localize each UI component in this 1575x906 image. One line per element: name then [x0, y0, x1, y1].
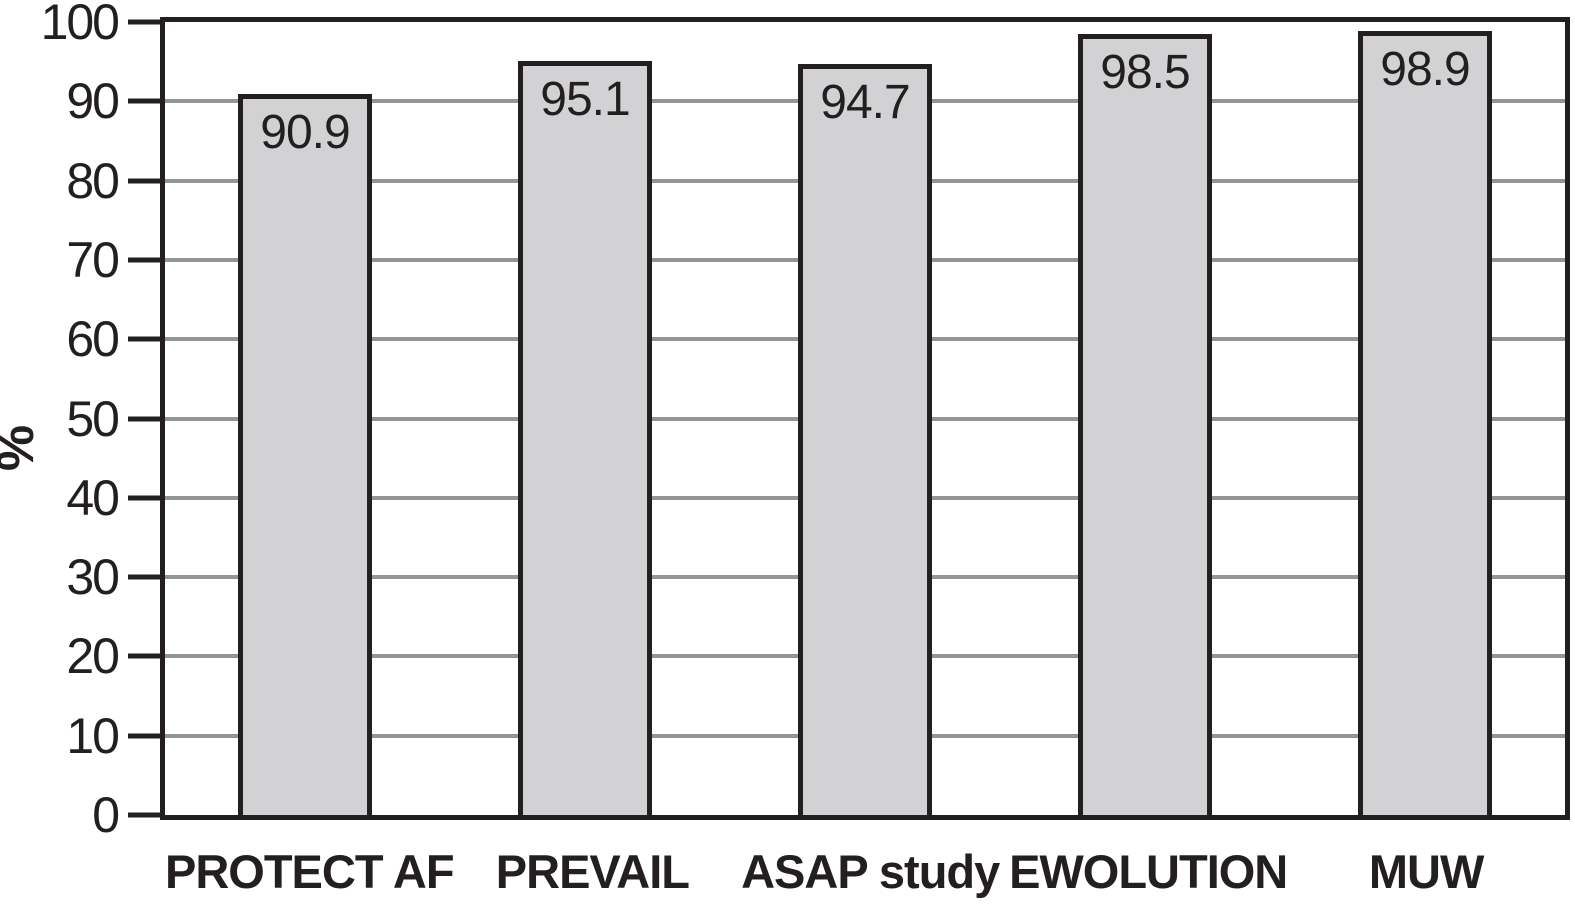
y-tick-label: 40	[66, 469, 120, 526]
y-tick-label: 0	[92, 787, 120, 843]
bar-value-label: 98.5	[1100, 45, 1190, 99]
y-tick-mark	[128, 574, 162, 580]
x-category-label: PREVAIL	[495, 845, 690, 898]
y-tick-label: 60	[66, 311, 120, 368]
y-tick-label: 10	[66, 707, 120, 764]
x-category-label: MUW	[1368, 845, 1484, 898]
y-tick-label: 50	[66, 390, 120, 447]
x-category-label: ASAP study	[741, 845, 1000, 898]
y-tick-mark	[128, 178, 162, 184]
y-tick-mark	[128, 653, 162, 659]
bar: 98.9	[1358, 30, 1492, 815]
bar-value-label: 94.7	[820, 76, 910, 130]
y-tick-mark	[128, 257, 162, 263]
bar-value-label: 98.9	[1380, 42, 1470, 96]
bar-value-label: 95.1	[540, 72, 630, 126]
y-tick-label: 100	[40, 0, 120, 50]
x-category-label: PROTECT AF	[165, 845, 455, 898]
y-tick-mark	[128, 416, 162, 421]
y-tick-label: 20	[66, 628, 120, 685]
y-tick-label: 80	[66, 152, 120, 209]
y-tick-mark	[128, 19, 162, 25]
y-tick-mark	[128, 733, 162, 739]
y-tick-mark	[128, 812, 162, 818]
y-tick-label: 90	[66, 73, 120, 130]
bar: 94.7	[798, 64, 932, 815]
bar: 98.5	[1078, 33, 1212, 815]
y-tick-mark	[128, 495, 162, 501]
bar: 95.1	[518, 60, 652, 815]
y-tick-label: 30	[66, 549, 120, 606]
y-tick-mark	[128, 336, 162, 342]
x-axis-labels: PROTECT AF PREVAIL ASAP study EWOLUTION MUW	[165, 845, 1565, 899]
bar: 90.9	[238, 94, 372, 815]
x-category-label: EWOLUTION	[1009, 845, 1288, 898]
plot-area: 90.9 95.1 94.7 98.5 98.9	[160, 17, 1570, 820]
y-tick-label: 70	[66, 231, 120, 288]
bar-value-label: 90.9	[260, 106, 350, 160]
y-tick-mark	[128, 98, 162, 104]
